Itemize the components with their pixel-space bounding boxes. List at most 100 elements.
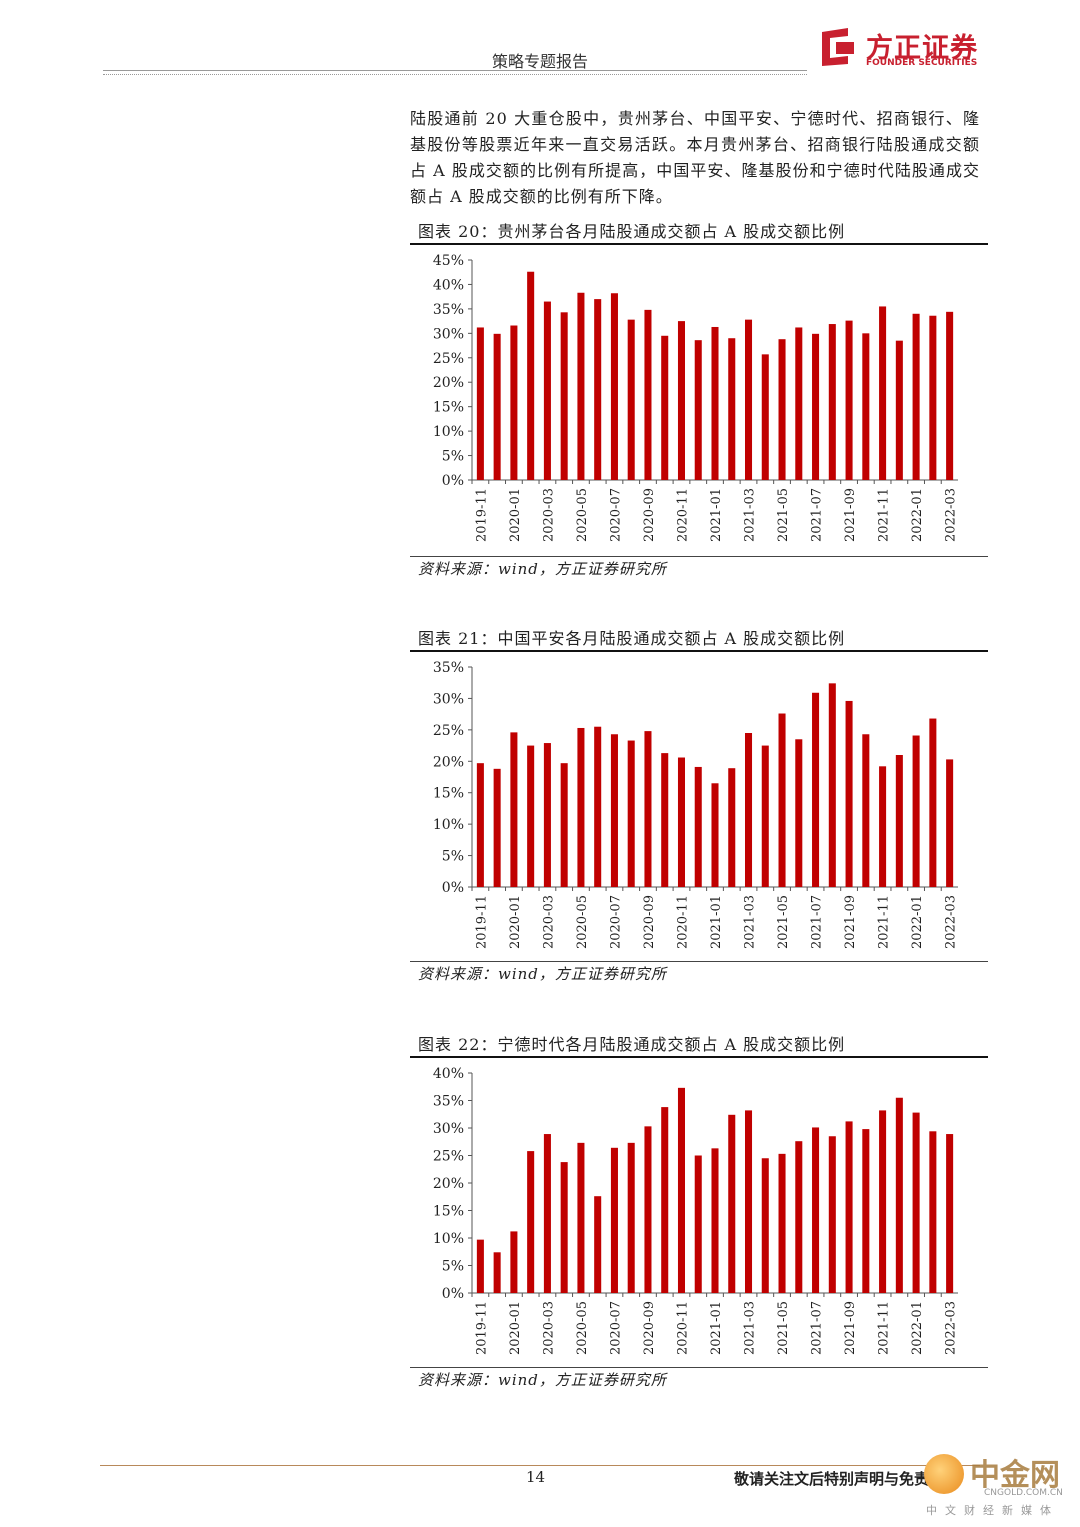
bar (895, 755, 903, 887)
watermark: 中金网 CNGOLD.COM.CN 中文财经新媒体 (918, 1448, 1078, 1520)
y-tick-label: 0% (442, 473, 464, 489)
bar (577, 1142, 585, 1293)
bar (627, 1142, 635, 1293)
x-tick-label: 2021-07 (810, 488, 825, 542)
bar (543, 1134, 551, 1293)
chart-title: 图表 21：中国平安各月陆股通成交额占 A 股成交额比例 (418, 629, 846, 648)
report-category: 策略专题报告 (491, 52, 588, 71)
page-number: 14 (526, 1468, 546, 1486)
y-tick-label: 30% (433, 691, 464, 707)
chart-block-21: 图表 21：中国平安各月陆股通成交额占 A 股成交额比例 0% 5% 10% 15% 2… (410, 625, 988, 987)
bar (476, 763, 484, 887)
intro-paragraph: 陆股通前 20 大重仓股中，贵州茅台、中国平安、宁德时代、招商银行、隆基股份等股… (410, 109, 980, 206)
chart-top-rule (410, 650, 988, 652)
bar (677, 321, 686, 480)
y-tick-label: 25% (433, 351, 464, 367)
y-tick-label: 10% (433, 1231, 464, 1247)
bar (728, 338, 736, 480)
bar (510, 1231, 518, 1293)
y-tick-label: 10% (433, 817, 464, 833)
x-tick-label: 2021-03 (743, 488, 758, 542)
bar (828, 683, 836, 887)
bar (828, 1136, 836, 1293)
bar (879, 306, 887, 480)
x-tick-label: 2022-03 (944, 895, 959, 949)
bar (694, 1155, 702, 1293)
x-tick-label: 2021-09 (843, 488, 858, 542)
y-tick-label: 20% (433, 754, 464, 770)
watermark-coin-icon (924, 1454, 964, 1494)
bar (543, 301, 551, 480)
bar (761, 354, 769, 480)
company-logo: 方正证券 FOUNDER SECURITIES (818, 24, 988, 72)
bar (812, 692, 820, 887)
disclaimer-note: 敬请关注文后特别声明与免责条款 (734, 1470, 960, 1488)
x-tick-label: 2022-01 (910, 1301, 925, 1355)
bar (527, 271, 535, 480)
bar (795, 1141, 803, 1293)
chart-title: 图表 20：贵州茅台各月陆股通成交额占 A 股成交额比例 (418, 222, 846, 241)
x-tick-label: 2020-05 (575, 895, 590, 949)
y-tick-label: 25% (433, 1149, 464, 1165)
y-tick-label: 15% (433, 400, 464, 416)
bar (644, 309, 652, 480)
x-tick-label: 2021-11 (877, 1301, 892, 1355)
bar (946, 311, 954, 480)
bar (728, 768, 736, 887)
bar (560, 312, 568, 480)
x-tick-label: 2019-11 (474, 895, 489, 949)
bar (627, 319, 635, 480)
watermark-subtitle: 中文财经新媒体 (926, 1504, 1059, 1517)
x-tick-label: 2021-05 (776, 1301, 791, 1355)
bar (879, 766, 887, 887)
bar (644, 731, 652, 887)
bar (828, 324, 836, 480)
x-tick-label: 2019-11 (474, 1301, 489, 1355)
bar (711, 783, 719, 887)
bar (929, 315, 937, 480)
x-tick-label: 2020-03 (541, 1301, 556, 1355)
bar (711, 326, 719, 480)
y-tick-label: 20% (433, 1176, 464, 1192)
y-tick-label: 45% (433, 253, 464, 269)
y-tick-label: 5% (442, 449, 464, 465)
bar (879, 1110, 887, 1293)
bar (527, 1151, 535, 1293)
y-tick-label: 25% (433, 723, 464, 739)
x-tick-label: 2022-03 (944, 1301, 959, 1355)
bar (778, 339, 786, 480)
bar (594, 726, 602, 887)
chart-title: 图表 22：宁德时代各月陆股通成交额占 A 股成交额比例 (418, 1035, 846, 1054)
x-tick-label: 2021-01 (709, 895, 724, 949)
chart-source: 资料来源：wind，方正证券研究所 (418, 965, 667, 983)
bar (744, 319, 753, 480)
chart-bottom-rule (410, 961, 988, 962)
y-tick-label: 20% (433, 375, 464, 391)
bar (694, 340, 702, 480)
y-tick-label: 10% (433, 424, 464, 440)
bar (895, 340, 903, 480)
x-tick-label: 2021-11 (877, 895, 892, 949)
y-tick-label: 5% (442, 1259, 464, 1275)
x-tick-label: 2021-07 (810, 1301, 825, 1355)
chart-source: 资料来源：wind，方正证券研究所 (418, 1371, 667, 1389)
x-tick-label: 2020-11 (675, 488, 690, 542)
y-tick-label: 40% (433, 277, 464, 293)
bar (845, 1121, 853, 1293)
chart-block-22: 图表 22：宁德时代各月陆股通成交额占 A 股成交额比例 0% 5% 10% 15% 2… (410, 1031, 988, 1393)
x-tick-label: 2021-07 (810, 895, 825, 949)
bar (929, 718, 937, 887)
chart-source: 资料来源：wind，方正证券研究所 (418, 560, 667, 578)
bar (610, 1147, 618, 1293)
bar (912, 1112, 920, 1293)
bar (661, 1107, 669, 1293)
x-tick-label: 2022-01 (910, 488, 925, 542)
x-tick-label: 2021-01 (709, 1301, 724, 1355)
bar (627, 740, 635, 887)
y-tick-label: 30% (433, 326, 464, 342)
x-tick-label: 2020-01 (508, 488, 523, 542)
x-tick-label: 2021-03 (743, 1301, 758, 1355)
bar (929, 1131, 937, 1293)
x-tick-label: 2022-03 (944, 488, 959, 542)
chart-top-rule (410, 243, 988, 245)
